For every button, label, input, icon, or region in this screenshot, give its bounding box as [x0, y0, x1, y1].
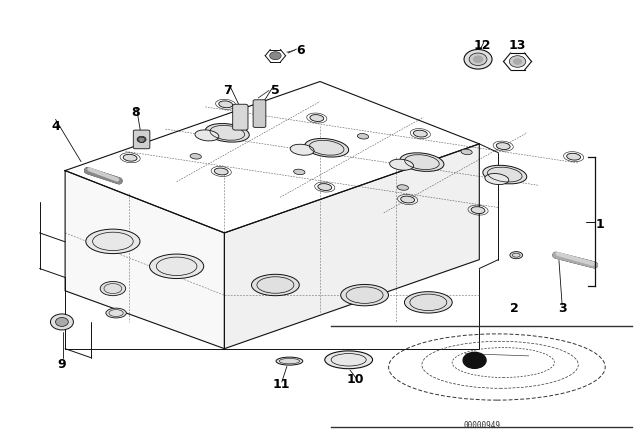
- Text: 2: 2: [510, 302, 519, 315]
- Ellipse shape: [219, 101, 232, 108]
- Ellipse shape: [340, 284, 388, 306]
- Text: 5: 5: [271, 84, 280, 97]
- Ellipse shape: [290, 144, 314, 155]
- Ellipse shape: [566, 153, 580, 160]
- FancyBboxPatch shape: [233, 104, 248, 130]
- Ellipse shape: [471, 207, 485, 214]
- Circle shape: [514, 59, 522, 64]
- Ellipse shape: [205, 124, 249, 142]
- Ellipse shape: [190, 154, 202, 159]
- Text: 8: 8: [131, 106, 140, 119]
- Ellipse shape: [404, 292, 452, 313]
- Polygon shape: [65, 171, 225, 349]
- Ellipse shape: [400, 153, 444, 172]
- Ellipse shape: [195, 130, 219, 141]
- Ellipse shape: [324, 351, 372, 369]
- Ellipse shape: [294, 169, 305, 175]
- Ellipse shape: [100, 281, 125, 296]
- Circle shape: [463, 352, 486, 368]
- Ellipse shape: [401, 196, 415, 203]
- Ellipse shape: [496, 142, 510, 150]
- Text: 4: 4: [51, 120, 60, 133]
- Text: 1: 1: [596, 217, 605, 231]
- Ellipse shape: [483, 165, 527, 184]
- Text: 6: 6: [296, 44, 305, 57]
- Ellipse shape: [123, 154, 137, 161]
- Ellipse shape: [276, 357, 303, 365]
- Text: 12: 12: [474, 39, 492, 52]
- Circle shape: [51, 314, 74, 330]
- Text: 7: 7: [223, 84, 232, 97]
- Circle shape: [56, 318, 68, 327]
- Ellipse shape: [310, 115, 324, 121]
- Ellipse shape: [397, 185, 408, 190]
- Ellipse shape: [150, 254, 204, 279]
- Ellipse shape: [254, 118, 265, 124]
- Ellipse shape: [252, 274, 300, 296]
- Ellipse shape: [510, 252, 523, 259]
- Ellipse shape: [305, 138, 349, 157]
- Polygon shape: [65, 82, 479, 233]
- Circle shape: [464, 49, 492, 69]
- Ellipse shape: [413, 130, 428, 137]
- Ellipse shape: [485, 173, 509, 185]
- Ellipse shape: [357, 134, 369, 139]
- Circle shape: [509, 56, 526, 67]
- Ellipse shape: [214, 168, 228, 175]
- Circle shape: [137, 136, 146, 142]
- Text: 3: 3: [558, 302, 566, 315]
- Circle shape: [469, 53, 487, 65]
- Circle shape: [474, 56, 483, 62]
- Ellipse shape: [86, 229, 140, 254]
- Text: 9: 9: [58, 358, 66, 371]
- Ellipse shape: [461, 149, 472, 155]
- Text: 11: 11: [273, 378, 291, 391]
- Text: 00000949: 00000949: [464, 421, 501, 430]
- Text: 13: 13: [509, 39, 526, 52]
- FancyBboxPatch shape: [253, 100, 266, 127]
- Ellipse shape: [318, 184, 332, 190]
- FancyBboxPatch shape: [133, 130, 150, 149]
- Circle shape: [269, 52, 281, 60]
- Ellipse shape: [390, 159, 413, 170]
- Ellipse shape: [106, 308, 126, 318]
- Polygon shape: [225, 144, 479, 349]
- Text: 10: 10: [346, 373, 364, 386]
